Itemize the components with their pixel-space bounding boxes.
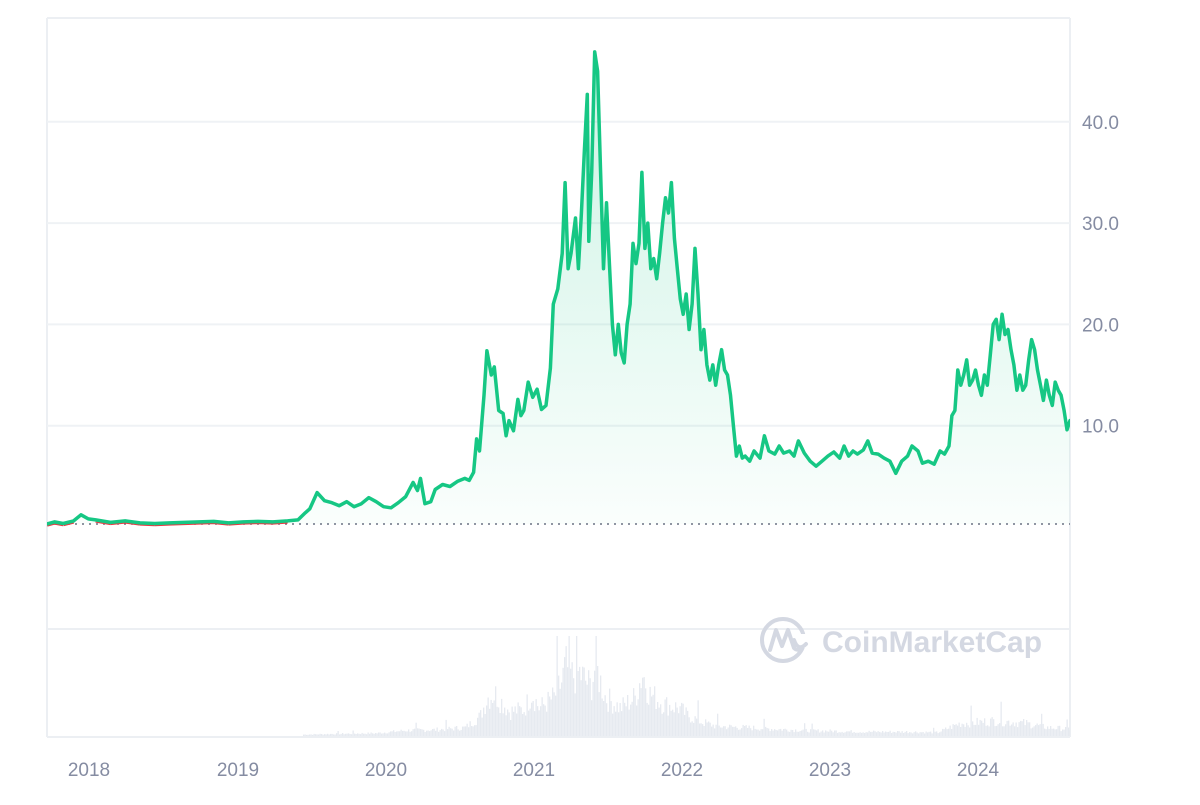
watermark: CoinMarketCap [760,617,1042,663]
y-tick-label: 40.0 [1082,113,1119,134]
y-tick-label: 30.0 [1082,214,1119,235]
x-tick-label: 2020 [365,760,407,781]
y-axis: 10.0 20.0 30.0 40.0 [1082,113,1119,438]
y-tick-label: 20.0 [1082,315,1119,336]
x-tick-label: 2022 [661,760,703,781]
coinmarketcap-logo-icon [760,617,810,663]
x-tick-label: 2023 [809,760,851,781]
plot-frame [46,17,1071,738]
watermark-text: CoinMarketCap [822,626,1042,659]
x-tick-label: 2024 [957,760,1000,781]
x-tick-label: 2019 [217,760,259,781]
x-tick-label: 2021 [513,760,555,781]
y-tick-label: 10.0 [1082,417,1119,438]
volume-bars [303,636,1070,736]
price-line[interactable] [47,50,1070,526]
x-axis: 2018 2019 2020 2021 2022 2023 2024 [68,760,1000,781]
x-tick-label: 2018 [68,760,110,781]
